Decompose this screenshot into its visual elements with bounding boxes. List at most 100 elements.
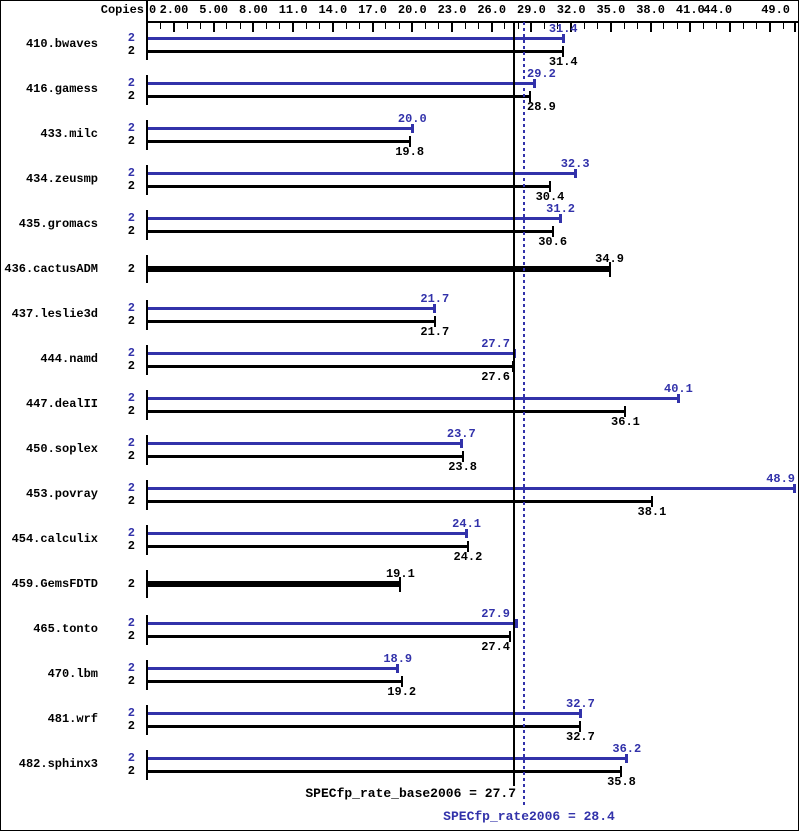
benchmark-name-label: 454.calculix [11, 532, 98, 546]
peak-bar [148, 82, 535, 85]
base-bar-end-tick [562, 46, 565, 57]
axis-minor-tick [557, 23, 559, 29]
base-value-label: 32.7 [566, 730, 595, 744]
axis-major-tick [371, 22, 374, 32]
peak-value-label: 20.0 [397, 112, 427, 126]
base-bar [148, 545, 468, 548]
axis-minor-tick [305, 23, 307, 29]
base-value-label: 27.4 [481, 640, 510, 654]
axis-major-tick [689, 22, 692, 32]
axis-tick-label: 11.0 [278, 3, 308, 17]
peak-bar [148, 37, 564, 40]
base-only-bar-end-tick [399, 577, 402, 592]
peak-mean-line [522, 22, 525, 808]
peak-bar [148, 172, 576, 175]
base-bar [148, 185, 550, 188]
benchmark-name-label: 459.GemsFDTD [11, 577, 98, 591]
row-baseline [145, 750, 148, 780]
benchmark-name-label: 437.leslie3d [11, 307, 98, 321]
base-bar [148, 365, 513, 368]
axis-tick-label: 17.0 [358, 3, 387, 17]
peak-value-label: 29.2 [527, 67, 556, 81]
benchmark-name-label: 481.wrf [47, 712, 98, 726]
peak-bar [148, 442, 462, 445]
axis-end-label: 49.0 [761, 3, 790, 17]
base-only-bar [148, 266, 610, 272]
axis-tick-label: 32.0 [556, 3, 586, 17]
axis-major-tick [570, 22, 573, 32]
axis-tick-label: 2.00 [159, 3, 189, 17]
base-bar [148, 410, 626, 413]
base-copies-label: 2 [127, 134, 135, 148]
axis-minor-tick [703, 23, 705, 29]
benchmark-name-label: 416.gamess [25, 82, 98, 96]
axis-minor-tick [663, 23, 665, 29]
axis-minor-tick [544, 23, 546, 29]
axis-major-tick [172, 22, 175, 32]
axis-minor-tick [756, 23, 758, 29]
base-copies-label: 2 [127, 44, 135, 58]
base-mean-line [513, 22, 516, 786]
row-baseline [145, 345, 148, 375]
axis-minor-tick [425, 23, 427, 29]
base-bar-end-tick [624, 406, 627, 417]
peak-value-label: 32.7 [566, 697, 595, 711]
peak-copies-label: 2 [127, 121, 135, 135]
peak-copies-label: 2 [127, 76, 135, 90]
base-only-bar [148, 581, 401, 587]
peak-copies-label: 2 [127, 661, 135, 675]
axis-minor-tick [742, 23, 744, 29]
base-bar [148, 680, 402, 683]
axis-minor-tick [186, 23, 188, 29]
axis-minor-tick [782, 23, 784, 29]
base-value-label: 34.9 [595, 252, 624, 266]
peak-bar-end-tick [676, 394, 680, 403]
base-value-label: 21.7 [420, 325, 450, 339]
row-baseline [145, 255, 148, 283]
benchmark-name-label: 453.povray [25, 487, 98, 501]
row-baseline [145, 525, 148, 555]
axis-minor-tick [226, 23, 228, 29]
peak-value-label: 23.7 [446, 427, 476, 441]
benchmark-name-label: 444.namd [40, 352, 98, 366]
row-baseline [145, 300, 148, 330]
base-only-bar-end-tick [608, 262, 611, 277]
peak-value-label: 48.9 [766, 472, 795, 486]
base-bar [148, 95, 531, 98]
base-bar-end-tick [650, 496, 653, 507]
axis-major-tick [490, 22, 493, 32]
base-bar [148, 500, 652, 503]
peak-value-label: 31.2 [546, 202, 575, 216]
base-bar-end-tick [408, 136, 411, 147]
benchmark-name-label: 470.lbm [47, 667, 98, 681]
row-baseline [145, 570, 148, 598]
row-baseline [145, 390, 148, 420]
peak-copies-label: 2 [127, 346, 135, 360]
base-copies-label: 2 [127, 179, 135, 193]
axis-minor-tick [478, 23, 479, 29]
base-bar-end-tick [509, 631, 512, 642]
axis-tick-label: 44.0 [703, 3, 733, 17]
axis-minor-tick [266, 23, 268, 29]
peak-bar [148, 307, 435, 310]
row-baseline [145, 435, 148, 465]
peak-copies-label: 2 [127, 391, 135, 405]
base-value-label: 27.6 [481, 370, 510, 384]
peak-copies-label: 2 [127, 31, 135, 45]
axis-minor-tick [438, 23, 440, 29]
peak-value-label: 40.1 [664, 382, 693, 396]
peak-copies-label: 2 [127, 526, 135, 540]
base-copies-label: 2 [127, 764, 135, 778]
peak-value-label: 18.9 [383, 652, 413, 666]
axis-end-tick [794, 22, 797, 32]
axis-major-tick [292, 22, 295, 32]
base-bar-end-tick [461, 451, 464, 462]
peak-bar-end-tick [433, 304, 437, 313]
peak-bar-end-tick [559, 214, 563, 223]
axis-minor-tick [319, 23, 321, 29]
axis-tick-label: 26.0 [477, 3, 507, 17]
peak-bar [148, 127, 413, 130]
peak-copies-label: 2 [127, 301, 135, 315]
axis-major-tick [331, 22, 334, 32]
base-copies-label: 2 [127, 674, 135, 688]
